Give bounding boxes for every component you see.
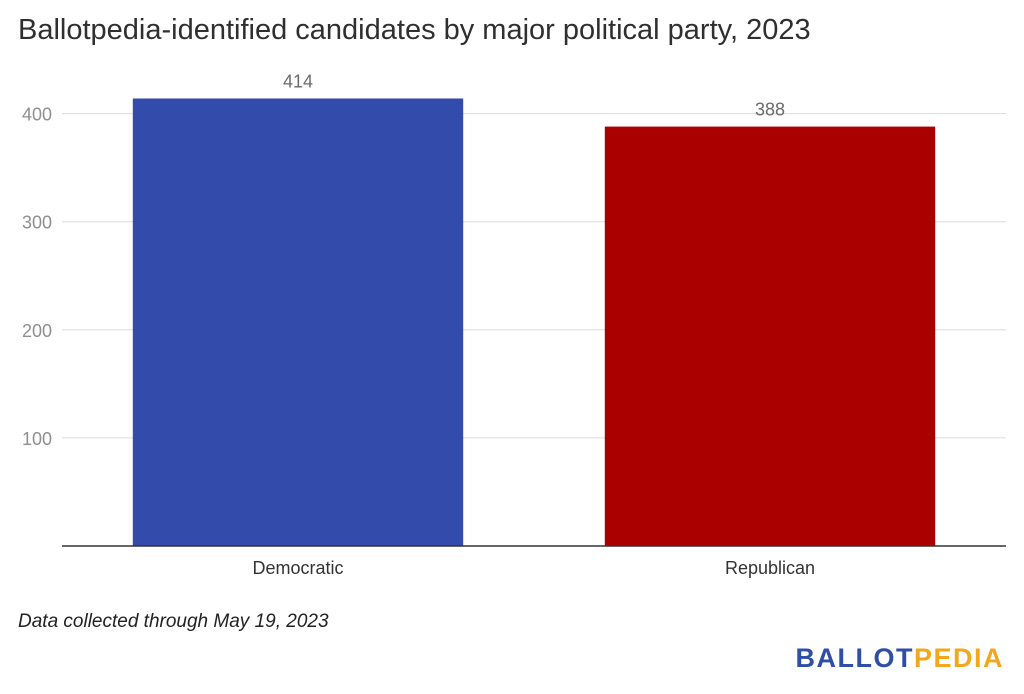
x-tick-label-democratic: Democratic <box>252 558 343 578</box>
logo-part-pedia: PEDIA <box>913 643 1004 673</box>
bar-democratic <box>132 98 464 546</box>
y-tick-label: 100 <box>22 429 52 449</box>
y-tick-label: 300 <box>22 213 52 233</box>
bars <box>132 98 936 546</box>
y-tick-label: 400 <box>22 105 52 125</box>
data-label-democratic: 414 <box>283 71 313 91</box>
bar-republican <box>604 126 936 546</box>
y-axis-ticks: 100 200 300 400 <box>22 105 52 449</box>
ballotpedia-logo: BALLOTPEDIA <box>795 643 1004 674</box>
data-labels: 414 388 <box>283 71 785 119</box>
x-axis-ticks: Democratic Republican <box>252 558 815 578</box>
chart-title: Ballotpedia-identified candidates by maj… <box>18 14 811 46</box>
x-tick-label-republican: Republican <box>725 558 815 578</box>
bar-chart: 100 200 300 400 414 388 Democratic Republican <box>22 71 1006 578</box>
data-label-republican: 388 <box>755 100 785 120</box>
y-tick-label: 200 <box>22 321 52 341</box>
footnote: Data collected through May 19, 2023 <box>18 611 329 632</box>
logo-part-ballot: BALLOT <box>795 643 914 673</box>
